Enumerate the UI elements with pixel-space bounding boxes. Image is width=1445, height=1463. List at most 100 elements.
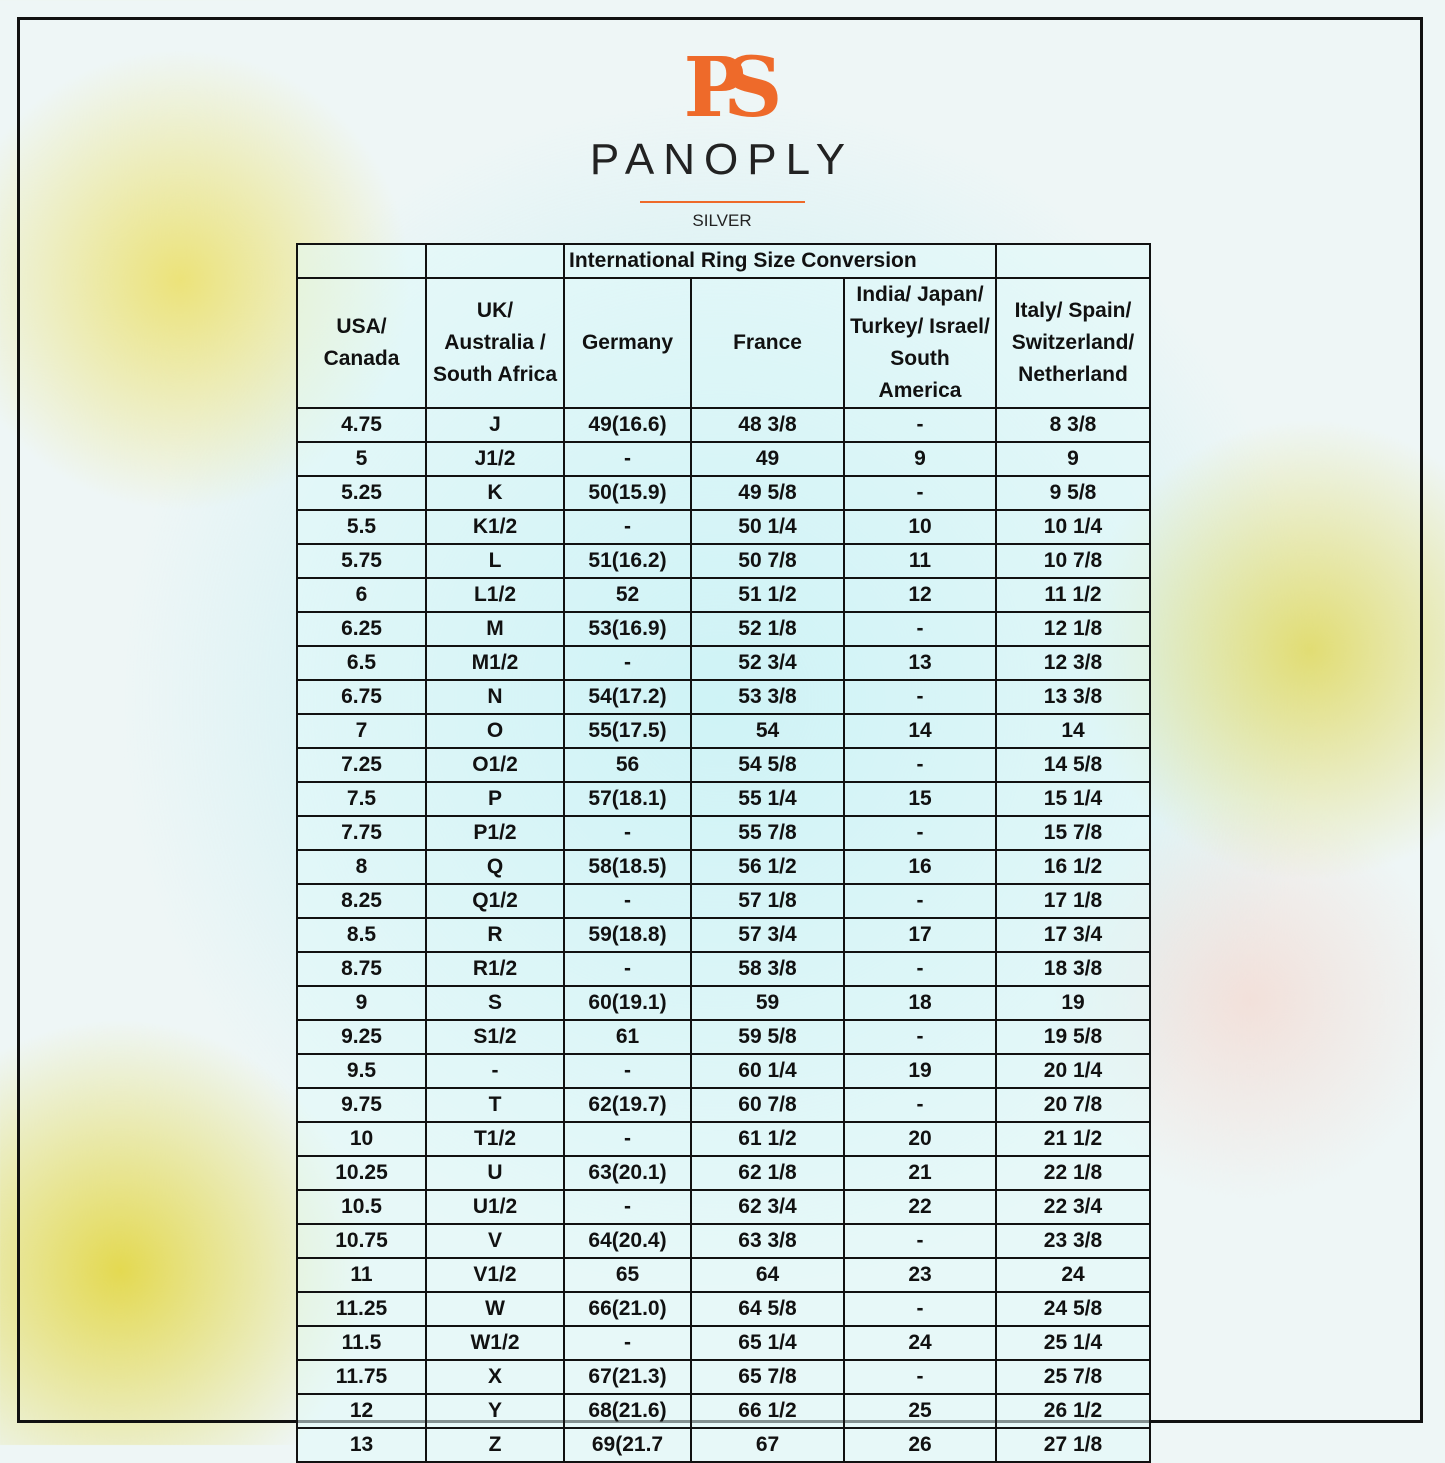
data-row: 5.75 L 51(16.2) 50 7/8 11 10 7/8: [296, 543, 1151, 579]
table-cell: Q: [425, 849, 565, 885]
column-header: Germany: [563, 277, 692, 409]
table-cell: 55 1/4: [690, 781, 845, 817]
title-row: International Ring Size Conversion: [296, 243, 1151, 279]
table-cell: 19: [843, 1053, 997, 1089]
table-cell: 58 3/8: [690, 951, 845, 987]
table-cell: 66 1/2: [690, 1393, 845, 1429]
data-row: 5.5 K1/2-50 1/4 10 10 1/4: [296, 509, 1151, 545]
table-cell: 11 1/2: [995, 577, 1151, 613]
table-cell: 14: [843, 713, 997, 749]
data-row: 11.75 X 67(21.3) 65 7/8-25 7/8: [296, 1359, 1151, 1395]
table-cell: 17: [843, 917, 997, 953]
table-cell: -: [563, 509, 692, 545]
table-cell: 8: [296, 849, 427, 885]
table-cell: 16 1/2: [995, 849, 1151, 885]
table-cell: 67: [690, 1427, 845, 1463]
table-cell: 62 3/4: [690, 1189, 845, 1225]
table-cell: 52 1/8: [690, 611, 845, 647]
table-cell: -: [843, 1223, 997, 1259]
table-cell: 59 5/8: [690, 1019, 845, 1055]
column-header: Italy/ Spain/ Switzerland/ Netherland: [995, 277, 1151, 409]
table-cell: 24 5/8: [995, 1291, 1151, 1327]
table-cell: 10.25: [296, 1155, 427, 1191]
table-cell: 12: [296, 1393, 427, 1429]
table-cell: 13: [843, 645, 997, 681]
table-cell: 25 7/8: [995, 1359, 1151, 1395]
table-cell: -: [563, 1189, 692, 1225]
table-cell: -: [843, 1087, 997, 1123]
data-row: 8.75 R1/2-58 3/8-18 3/8: [296, 951, 1151, 987]
table-cell: 5: [296, 441, 427, 477]
table-cell: P1/2: [425, 815, 565, 851]
header-row: USA/ Canada UK/ Australia / South Africa G…: [296, 277, 1151, 409]
table-cell: 49: [690, 441, 845, 477]
table-cell: -: [843, 1019, 997, 1055]
table-cell: -: [563, 1053, 692, 1089]
table-cell: -: [843, 475, 997, 511]
table-cell: 5.5: [296, 509, 427, 545]
table-cell: -: [843, 407, 997, 443]
table-cell: -: [563, 441, 692, 477]
table-cell: -: [563, 1121, 692, 1157]
data-row: 11.25 W 66(21.0) 64 5/8-24 5/8: [296, 1291, 1151, 1327]
table-cell: -: [425, 1053, 565, 1089]
table-cell: K1/2: [425, 509, 565, 545]
table-cell: 17 1/8: [995, 883, 1151, 919]
data-row: 4.75 J 49(16.6) 48 3/8-8 3/8: [296, 407, 1151, 443]
table-cell: 22 1/8: [995, 1155, 1151, 1191]
table-cell: 19: [995, 985, 1151, 1021]
data-row: 7.75 P1/2-55 7/8-15 7/8: [296, 815, 1151, 851]
data-row: 13 Z 69(21.7 67 26 27 1/8: [296, 1427, 1151, 1463]
table-cell: 6.75: [296, 679, 427, 715]
table-cell: 68(21.6): [563, 1393, 692, 1429]
table-cell: R1/2: [425, 951, 565, 987]
table-cell: 26: [843, 1427, 997, 1463]
table-cell: 8.75: [296, 951, 427, 987]
table-cell: 61: [563, 1019, 692, 1055]
data-row: 6 L1/2 52 51 1/2 12 11 1/2: [296, 577, 1151, 613]
table-cell: 12 3/8: [995, 645, 1151, 681]
table-cell: 50 1/4: [690, 509, 845, 545]
table-cell: 51(16.2): [563, 543, 692, 579]
table-cell: 9.5: [296, 1053, 427, 1089]
table-cell: 8.5: [296, 917, 427, 953]
data-row: 9.25 S1/2 61 59 5/8-19 5/8: [296, 1019, 1151, 1055]
table-cell: 11: [843, 543, 997, 579]
table-cell: 9 5/8: [995, 475, 1151, 511]
table-cell: 23 3/8: [995, 1223, 1151, 1259]
table-cell: 51 1/2: [690, 577, 845, 613]
table-cell: 60(19.1): [563, 985, 692, 1021]
table-cell: 49(16.6): [563, 407, 692, 443]
table-cell: 26 1/2: [995, 1393, 1151, 1429]
table-cell: 7.25: [296, 747, 427, 783]
table-cell: 14: [995, 713, 1151, 749]
table-cell: 11.5: [296, 1325, 427, 1361]
table-cell: 20 1/4: [995, 1053, 1151, 1089]
data-row: 11.5 W1/2-65 1/4 24 25 1/4: [296, 1325, 1151, 1361]
table-cell: -: [563, 883, 692, 919]
table-cell: M1/2: [425, 645, 565, 681]
table-cell: 24: [995, 1257, 1151, 1293]
table-cell: J: [425, 407, 565, 443]
table-cell: 12: [843, 577, 997, 613]
table-cell: 15 7/8: [995, 815, 1151, 851]
table-cell: 55 7/8: [690, 815, 845, 851]
table-cell: T: [425, 1087, 565, 1123]
table-cell: 9.25: [296, 1019, 427, 1055]
data-row: 9 S 60(19.1) 59 18 19: [296, 985, 1151, 1021]
table-cell: 63 3/8: [690, 1223, 845, 1259]
data-row: 10 T1/2-61 1/2 20 21 1/2: [296, 1121, 1151, 1157]
column-header: UK/ Australia / South Africa: [425, 277, 565, 409]
table-cell: 4.75: [296, 407, 427, 443]
table-cell: 21: [843, 1155, 997, 1191]
table-cell: 8 3/8: [995, 407, 1151, 443]
table-cell: -: [563, 815, 692, 851]
logo-tagline: SILVER: [692, 211, 752, 230]
table-cell: M: [425, 611, 565, 647]
table-cell: Q1/2: [425, 883, 565, 919]
data-row: 9.5- -60 1/4 19 20 1/4: [296, 1053, 1151, 1089]
table-cell: 65 7/8: [690, 1359, 845, 1395]
table-cell: S: [425, 985, 565, 1021]
data-row: 6.75 N 54(17.2) 53 3/8-13 3/8: [296, 679, 1151, 715]
